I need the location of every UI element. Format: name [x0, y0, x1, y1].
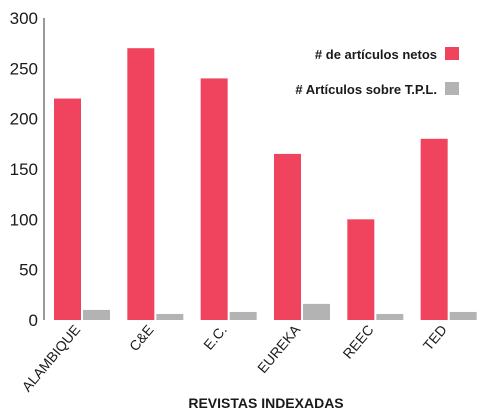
y-tick-label: 0 [29, 311, 38, 330]
y-tick-label: 150 [10, 160, 38, 179]
legend-label: # Artículos sobre T.P.L. [295, 82, 437, 97]
bar-articulos-tpl [376, 313, 404, 320]
x-category-label: C&E [126, 322, 157, 354]
y-tick-label: 200 [10, 110, 38, 129]
bar-articulos-tpl [229, 311, 257, 320]
bar-articulos-netos [54, 98, 81, 321]
x-category-label: TED [420, 322, 450, 354]
bar-articulos-netos [200, 78, 228, 321]
legend-label: # de artículos netos [315, 47, 437, 62]
x-categories: ALAMBIQUE C&E E.C. EUREKA REEC TED [19, 321, 450, 394]
bar-articulos-tpl [303, 303, 330, 320]
x-axis-label: REVISTAS INDEXADAS [188, 395, 343, 411]
legend-swatch [445, 47, 459, 60]
y-tick-label: 300 [10, 9, 38, 28]
y-tick-label: 250 [10, 59, 38, 78]
legend: # de artículos netos # Artículos sobre T.… [295, 47, 459, 97]
bar-articulos-netos [127, 48, 155, 320]
bars [54, 48, 477, 321]
y-ticks: 0 50 100 150 200 250 300 [10, 9, 38, 330]
x-category-label: REEC [339, 322, 376, 362]
bar-articulos-tpl [83, 309, 110, 320]
bar-articulos-tpl [449, 311, 477, 320]
x-category-label: ALAMBIQUE [19, 322, 84, 395]
y-tick-label: 100 [10, 210, 38, 229]
y-tick-label: 50 [19, 261, 38, 280]
bar-articulos-tpl [156, 313, 184, 320]
x-category-label: E.C. [200, 322, 230, 353]
bar-articulos-netos [347, 219, 375, 320]
bar-articulos-netos [420, 138, 448, 320]
bar-articulos-netos [274, 153, 301, 320]
legend-swatch [445, 82, 459, 95]
x-category-label: EUREKA [254, 321, 304, 376]
